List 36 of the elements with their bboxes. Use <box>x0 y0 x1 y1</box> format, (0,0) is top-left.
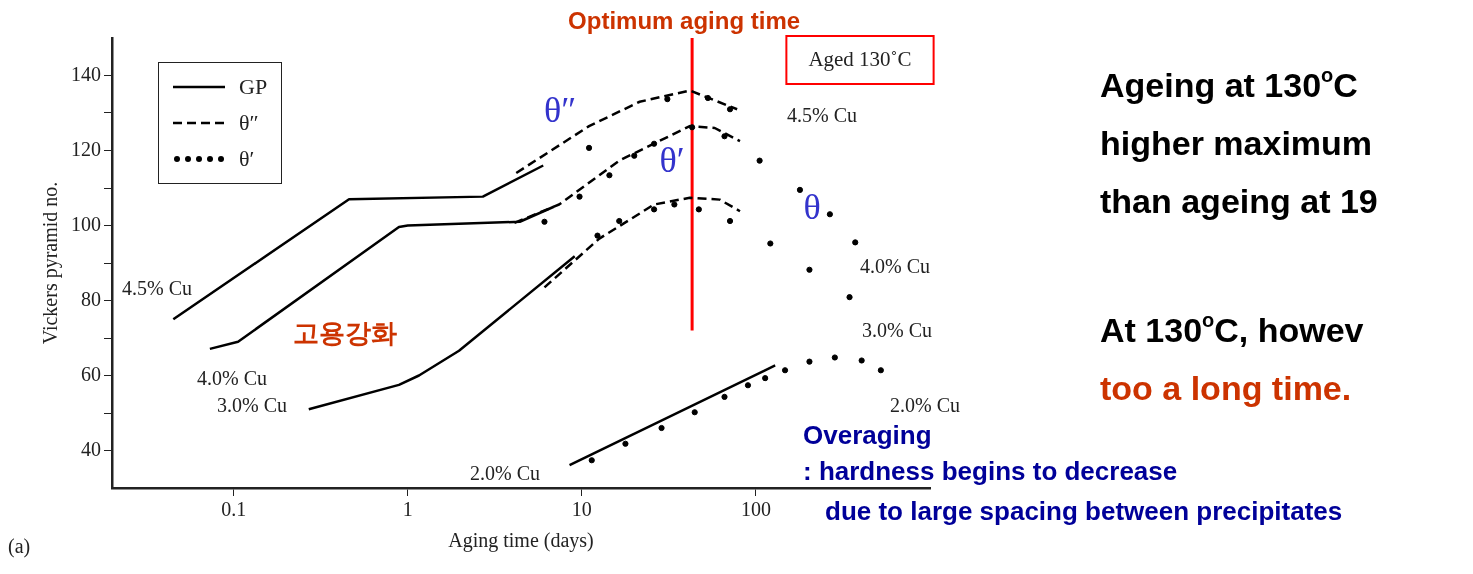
annotation: θ <box>803 187 821 228</box>
annotation: Overaging <box>803 420 932 451</box>
x-tick-label: 100 <box>740 498 771 521</box>
x-axis-title: Aging time (days) <box>448 529 594 553</box>
legend-label: GP <box>239 74 268 100</box>
y-tick-label: 80 <box>81 287 101 310</box>
annotation: 4.0% Cu <box>860 255 930 278</box>
x-tick-label: 0.1 <box>221 498 247 521</box>
text: than ageing at 19 <box>1100 182 1378 221</box>
y-tick-label: 40 <box>81 437 101 460</box>
annotation: 4.5% Cu <box>787 104 857 127</box>
annotation: 4.0% Cu <box>197 367 267 390</box>
y-tick-label: 140 <box>71 62 101 85</box>
text: (a) <box>8 535 31 559</box>
y-axis-title: Vickers pyramid no. <box>39 181 63 345</box>
annotation: : hardness begins to decrease <box>803 456 1178 487</box>
annotation: 3.0% Cu <box>217 394 287 417</box>
annotation: 고용강화 <box>293 317 397 348</box>
annotation: θ″ <box>543 90 577 131</box>
annotation: Aged 130˚C <box>808 46 912 71</box>
x-tick-label: 10 <box>571 498 592 521</box>
annotation: 4.5% Cu <box>122 277 192 300</box>
text: due to large spacing between precipitates <box>825 496 1343 527</box>
y-tick-label: 120 <box>71 137 101 160</box>
annotation: 2.0% Cu <box>470 462 540 485</box>
y-tick-label: 60 <box>81 362 101 385</box>
annotation: 3.0% Cu <box>862 319 932 342</box>
text: too a long time. <box>1100 369 1352 408</box>
y-tick-label: 100 <box>71 212 101 235</box>
legend-label: θ″ <box>239 110 259 136</box>
ref-line-label: Optimum aging time <box>568 6 801 34</box>
x-tick-label: 1 <box>402 498 413 521</box>
annotation: 2.0% Cu <box>890 394 960 417</box>
annotation: θ′ <box>659 140 685 181</box>
legend-label: θ′ <box>239 146 255 172</box>
text: higher maximum <box>1100 124 1373 163</box>
